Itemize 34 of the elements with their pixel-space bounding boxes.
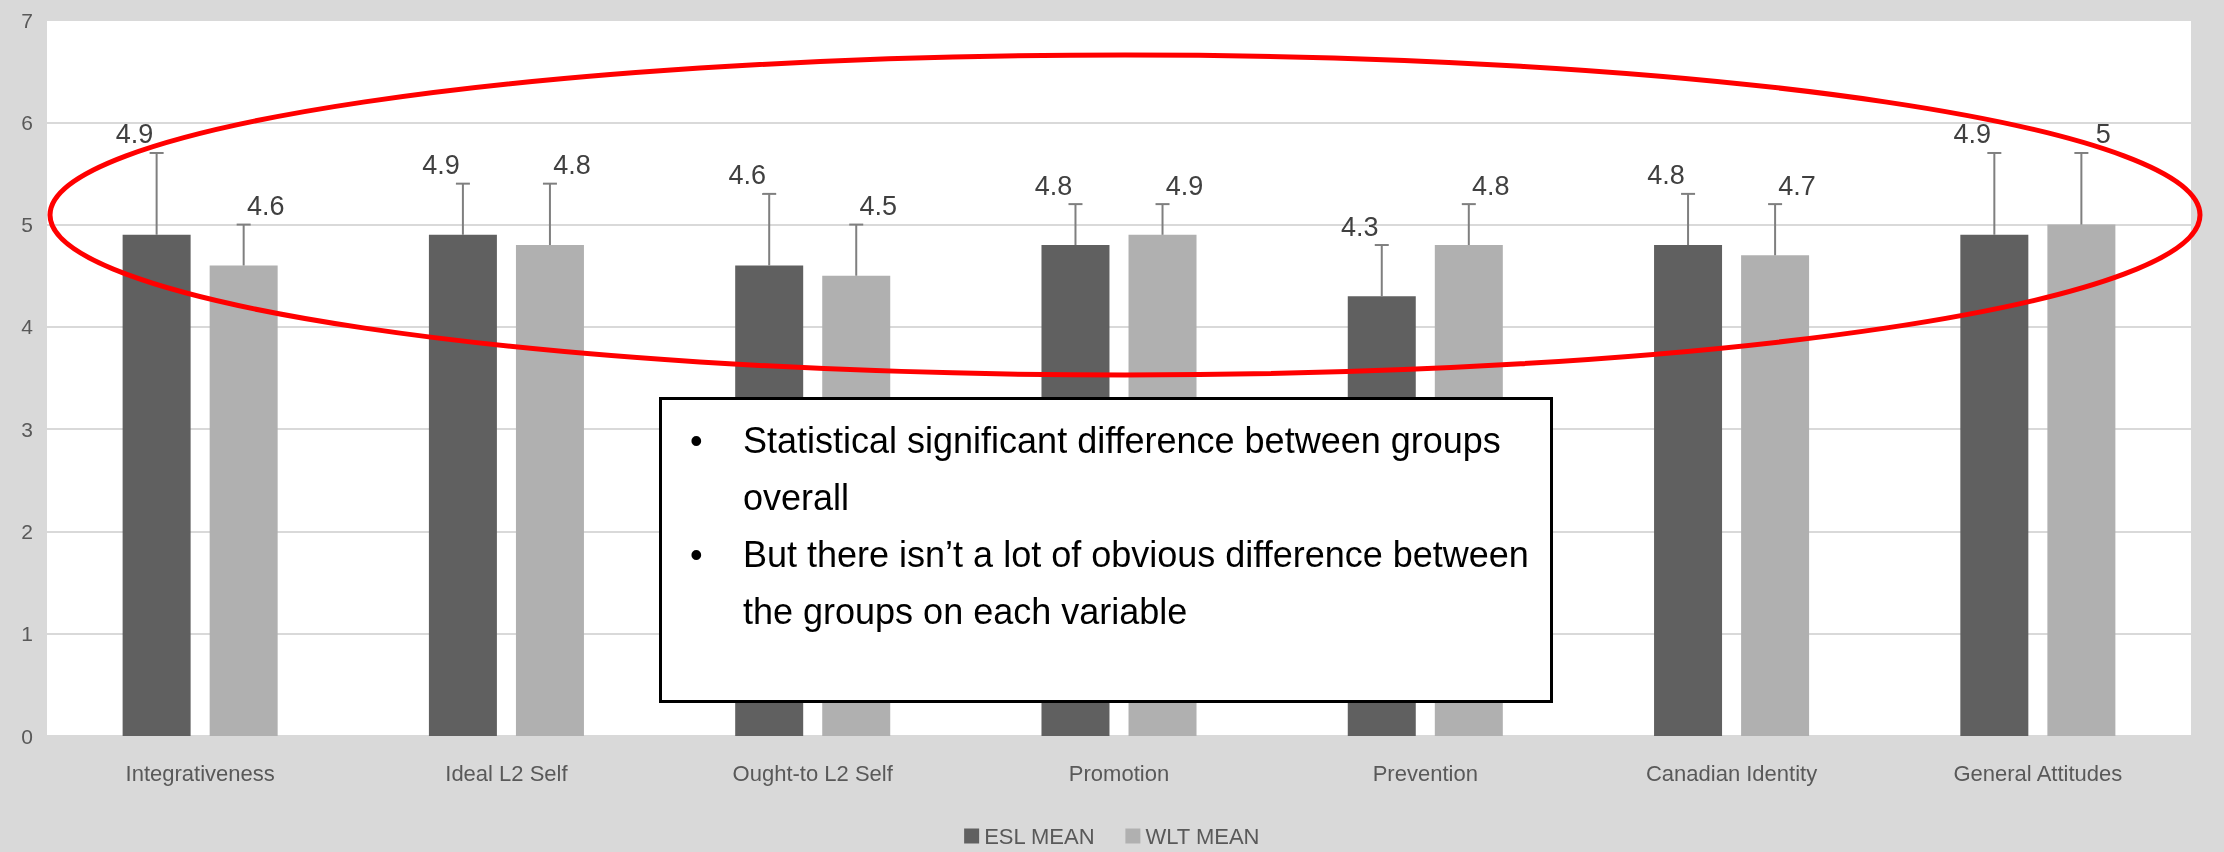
y-tick-label: 2 [21, 519, 33, 543]
x-tick-label: General Attitudes [1953, 760, 2123, 786]
annotation: • Statistical significant difference between groups overall [690, 419, 1501, 518]
data-label: 4.9 [115, 119, 154, 150]
legend-label: ESL MEAN [984, 823, 1095, 849]
y-tick-label: 3 [21, 417, 33, 441]
data-label: 4.6 [246, 191, 285, 222]
data-label: 4.9 [422, 150, 460, 181]
data-label: 4.5 [859, 191, 898, 222]
data-label: 4.8 [1472, 170, 1510, 201]
y-tick-label: 1 [21, 622, 33, 646]
y-tick-label: 0 [21, 724, 33, 748]
data-label: 4.9 [1953, 119, 1992, 150]
data-label: 4.8 [1034, 170, 1073, 201]
data-label: 4.8 [1647, 160, 1685, 191]
y-tick-label: 7 [21, 8, 33, 32]
x-tick-label: Ought-to L2 Self [732, 760, 894, 786]
x-tick-label: Canadian Identity [1645, 760, 1818, 786]
callout-box: • Statistical significant difference between groups overall • But there isn’t a lot of obvious difference between the groups on each variable [659, 397, 1553, 703]
data-label: 4.6 [728, 160, 766, 191]
x-tick-label: Ideal L2 Self [445, 760, 569, 786]
data-label: 4.3 [1340, 211, 1379, 242]
legend-label: WLT MEAN [1145, 823, 1260, 849]
x-tick-label: Promotion [1068, 760, 1170, 786]
data-label: 4.7 [1778, 170, 1816, 201]
y-tick-label: 4 [21, 315, 34, 339]
x-tick-label: Prevention [1372, 760, 1478, 786]
data-label: 4.8 [553, 150, 591, 181]
y-tick-label: 6 [21, 110, 33, 134]
data-label: 5 [2095, 119, 2111, 150]
x-tick-label: Integrativeness [125, 760, 275, 786]
annotation: • But there isn’t a lot of obvious difference between the groups on each variable [690, 533, 1529, 632]
y-tick-label: 5 [21, 213, 33, 237]
data-label: 4.9 [1165, 170, 1204, 201]
